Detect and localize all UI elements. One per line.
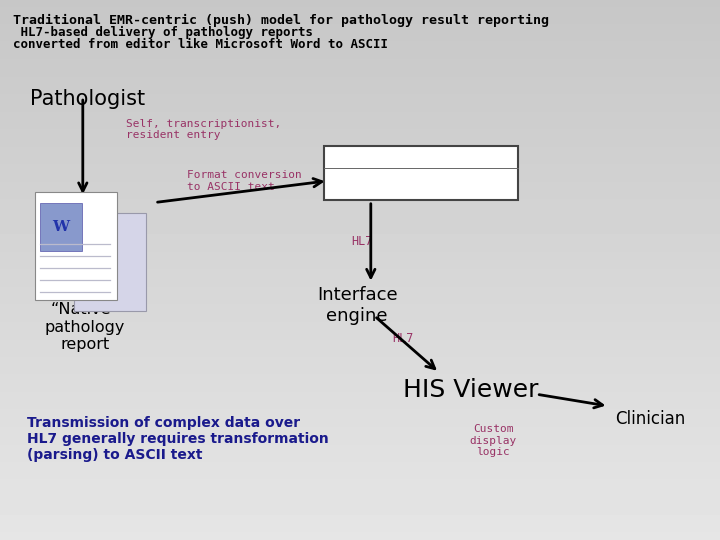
FancyBboxPatch shape: [324, 146, 518, 200]
Text: DIAGNOSIS: DIAGNOSIS: [333, 151, 397, 164]
Text: converted from editor like Microsoft Word to ASCII: converted from editor like Microsoft Wor…: [13, 38, 388, 51]
Text: Interface
engine: Interface engine: [317, 286, 397, 325]
FancyBboxPatch shape: [40, 202, 82, 251]
Text: Format conversion
to ASCII text: Format conversion to ASCII text: [187, 170, 302, 192]
FancyBboxPatch shape: [74, 213, 146, 310]
Text: Pathologist: Pathologist: [30, 89, 145, 109]
Text: HL7: HL7: [392, 332, 414, 345]
Text: HL7-based delivery of pathology reports: HL7-based delivery of pathology reports: [13, 26, 313, 39]
Text: Clinician: Clinician: [616, 410, 686, 428]
Text: Custom
display
logic: Custom display logic: [469, 424, 517, 457]
Text: Traditional EMR-centric (push) model for pathology result reporting: Traditional EMR-centric (push) model for…: [13, 14, 549, 26]
Text: “Native”
pathology
report: “Native” pathology report: [45, 302, 125, 352]
Text: HIS Viewer: HIS Viewer: [403, 378, 539, 402]
FancyBboxPatch shape: [35, 192, 117, 300]
Text: W: W: [53, 220, 70, 234]
Text: Transmission of complex data over
HL7 generally requires transformation
(parsing: Transmission of complex data over HL7 ge…: [27, 416, 329, 462]
Text: HL7: HL7: [351, 235, 373, 248]
Text: Metastatic adenocarcinoma.: Metastatic adenocarcinoma.: [333, 174, 518, 187]
Text: Self, transcriptionist,
resident entry: Self, transcriptionist, resident entry: [126, 119, 282, 140]
